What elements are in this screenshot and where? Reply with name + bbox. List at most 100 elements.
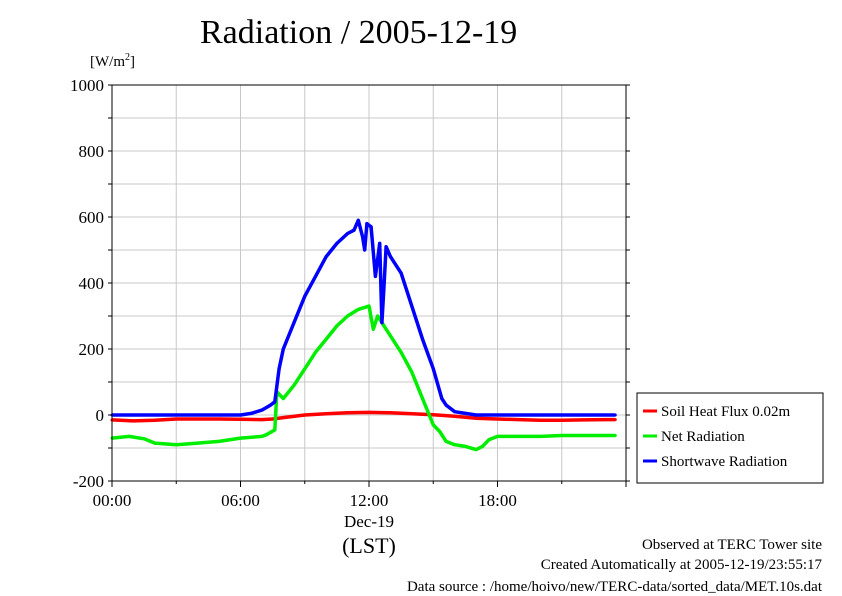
data-point-2 (410, 304, 414, 308)
data-point-0 (281, 416, 285, 420)
data-point-2 (352, 228, 356, 232)
data-point-1 (313, 350, 317, 354)
data-point-2 (239, 413, 242, 417)
data-point-1 (174, 443, 178, 447)
data-point-0 (239, 417, 242, 421)
data-point-0 (271, 417, 275, 421)
data-point-1 (399, 350, 403, 354)
legend-label: Soil Heat Flux 0.02m (661, 404, 791, 420)
data-point-1 (239, 436, 242, 440)
data-point-1 (431, 423, 435, 427)
y-tick-label: 400 (79, 274, 105, 293)
data-point-2 (346, 232, 350, 235)
data-point-1 (474, 448, 478, 452)
data-point-2 (421, 337, 425, 341)
data-point-1 (410, 370, 414, 374)
y-tick-label: 600 (79, 208, 105, 227)
legend-label: Net Radiation (661, 429, 745, 445)
y-tick-label: 0 (96, 406, 105, 425)
axis-labels: -200 0 200 400 600 800 1000 00:00 06:00 12:00 18:0… (70, 76, 630, 558)
x-tick-label: 12:00 (350, 491, 389, 510)
data-point-1 (367, 304, 371, 308)
data-point-0 (538, 418, 542, 422)
legend-label: Shortwave Radiation (661, 454, 788, 470)
data-point-1 (196, 441, 200, 445)
data-point-2 (373, 274, 377, 278)
data-point-1 (142, 437, 146, 441)
data-point-0 (367, 410, 371, 414)
y-tick-label: 800 (79, 142, 105, 161)
data-point-2 (444, 403, 448, 407)
series-lines (110, 218, 617, 452)
x-axis-label: (LST) (342, 533, 396, 558)
data-point-0 (153, 418, 157, 422)
series-line-1 (111, 304, 616, 452)
footer-observed: Observed at TERC Tower site (641, 537, 822, 553)
data-point-1 (481, 444, 485, 448)
data-point-0 (260, 418, 264, 422)
data-point-2 (153, 413, 157, 417)
footer-created: Created Automatically at 2005-12-19/23:5… (540, 557, 822, 573)
grid-lines (112, 85, 626, 481)
data-point-0 (410, 412, 414, 416)
data-point-2 (361, 235, 365, 239)
data-point-0 (217, 417, 221, 421)
data-point-2 (324, 255, 328, 259)
data-point-2 (273, 400, 277, 404)
data-point-1 (292, 383, 296, 387)
data-point-1 (217, 439, 221, 443)
data-point-2 (365, 222, 369, 226)
data-point-1 (324, 337, 328, 341)
legend: Soil Heat Flux 0.02m Net Radiation Shortwa… (636, 392, 824, 484)
data-point-2 (281, 347, 285, 351)
data-point-2 (538, 413, 542, 417)
data-point-2 (196, 413, 200, 417)
data-point-1 (581, 433, 585, 437)
data-point-2 (277, 367, 281, 371)
data-point-0 (603, 418, 607, 422)
data-point-2 (382, 284, 386, 288)
data-point-1 (346, 314, 350, 318)
data-point-2 (292, 321, 296, 325)
data-point-2 (303, 294, 307, 298)
x-date-label: Dec-19 (344, 512, 394, 531)
data-point-2 (313, 274, 317, 278)
data-point-1 (127, 434, 131, 438)
data-point-2 (463, 411, 467, 415)
data-point-2 (378, 241, 382, 245)
data-point-0 (517, 418, 521, 422)
data-point-0 (581, 418, 585, 422)
data-point-2 (474, 413, 478, 417)
footer-source: Data source : /home/hoivo/new/TERC-data/… (406, 579, 822, 595)
data-point-2 (335, 241, 339, 245)
data-point-2 (363, 248, 367, 252)
x-tick-label: 06:00 (221, 491, 260, 510)
y-tick-label: -200 (73, 472, 104, 491)
data-point-1 (371, 327, 375, 331)
data-point-2 (453, 410, 457, 414)
data-point-1 (487, 438, 491, 442)
data-point-0 (613, 418, 617, 422)
data-point-1 (384, 327, 388, 331)
data-point-1 (388, 334, 392, 338)
chart-title: Radiation / 2005-12-19 (200, 14, 518, 51)
y-tick-label: 1000 (70, 76, 104, 95)
data-point-1 (560, 433, 564, 437)
data-point-1 (603, 433, 607, 437)
data-point-1 (335, 324, 339, 328)
y-axis-unit-superscript: 2 (125, 52, 130, 63)
data-point-2 (369, 225, 373, 229)
data-point-2 (581, 413, 585, 417)
data-point-0 (303, 413, 307, 417)
data-point-1 (438, 430, 442, 433)
y-axis-unit-text: [W/m (90, 54, 125, 70)
data-point-1 (376, 314, 380, 318)
data-point-2 (496, 413, 499, 417)
data-point-1 (273, 428, 277, 432)
data-point-0 (431, 413, 435, 417)
data-point-1 (444, 439, 448, 443)
data-point-2 (613, 413, 617, 417)
data-point-1 (281, 397, 285, 400)
legend-box (636, 392, 824, 484)
data-point-1 (496, 434, 499, 438)
